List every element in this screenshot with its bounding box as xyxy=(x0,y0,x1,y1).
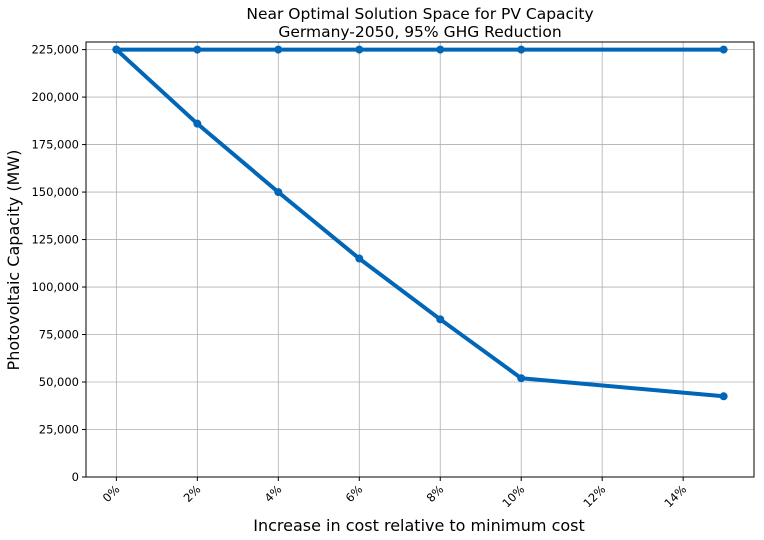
x-tick-label: 12% xyxy=(580,482,608,510)
y-tick-label: 100,000 xyxy=(31,280,79,294)
series-2-point xyxy=(517,374,526,383)
grid xyxy=(86,42,754,478)
series-2-point xyxy=(355,254,364,263)
x-tick-label: 0% xyxy=(100,482,123,505)
series-2-point xyxy=(274,188,283,197)
series-1-point xyxy=(436,45,445,54)
chart-title-line-1: Near Optimal Solution Space for PV Capac… xyxy=(246,5,593,23)
y-tick-label: 175,000 xyxy=(31,138,79,152)
series-lines xyxy=(112,45,728,401)
y-tick-label: 150,000 xyxy=(31,185,79,199)
axis-ticks: 0% 2% 4% 6% 8% 10% 12% 14% 0 25,000 50,000 75,000 10… xyxy=(31,43,689,511)
x-tick-label: 14% xyxy=(661,482,689,510)
y-tick-label: 75,000 xyxy=(39,328,79,342)
series-1-point xyxy=(274,45,283,54)
y-tick-label: 0 xyxy=(72,470,79,484)
y-tick-label: 50,000 xyxy=(39,375,79,389)
y-axis-label: Photovoltaic Capacity (MW) xyxy=(4,150,23,371)
series-2-line xyxy=(115,48,724,399)
y-tick-label: 200,000 xyxy=(31,90,79,104)
x-axis-label: Increase in cost relative to minimum cos… xyxy=(253,516,585,535)
series-1-point xyxy=(355,45,364,54)
x-tick-label: 4% xyxy=(262,482,285,505)
series-2-point xyxy=(193,119,202,128)
chart-title-line-2: Germany-2050, 95% GHG Reduction xyxy=(278,23,561,41)
y-tick-label: 225,000 xyxy=(31,43,79,57)
x-tick-label: 2% xyxy=(181,482,204,505)
series-2-point xyxy=(112,45,121,54)
series-1-point xyxy=(517,45,526,54)
x-tick-label: 10% xyxy=(499,482,527,510)
y-tick-label: 125,000 xyxy=(31,233,79,247)
plot-frame xyxy=(85,41,755,478)
series-2-point xyxy=(719,392,728,401)
series-2-point xyxy=(436,315,445,324)
series-1-point xyxy=(719,45,728,54)
y-tick-label: 25,000 xyxy=(39,423,79,437)
x-tick-label: 6% xyxy=(343,482,366,505)
x-tick-label: 8% xyxy=(424,482,447,505)
series-1-point xyxy=(193,45,202,54)
